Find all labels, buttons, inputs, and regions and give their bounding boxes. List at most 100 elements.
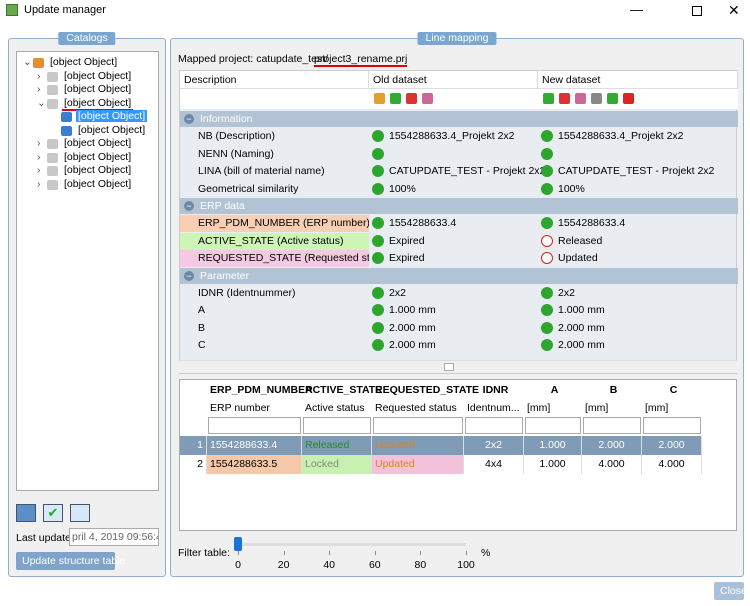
collapse[interactable]: −	[184, 270, 194, 281]
tree-node[interactable]: [object Object]	[64, 137, 132, 149]
status	[541, 321, 553, 334]
table-cell[interactable]: Updated	[372, 436, 464, 455]
table-cell[interactable]: Updated	[372, 455, 464, 474]
table-cell[interactable]: Locked	[302, 455, 372, 474]
expander[interactable]: ⌄	[37, 96, 46, 109]
tick-mark	[283, 551, 285, 555]
new-value: 1554288633.4_Projekt 2x2	[558, 130, 684, 142]
collapse[interactable]: −	[184, 114, 194, 124]
tree-node[interactable]: [object Object]	[62, 96, 134, 111]
app-icon	[6, 4, 18, 16]
old-value: 100%	[389, 182, 416, 195]
tool-icon[interactable]	[390, 93, 401, 104]
filter-input[interactable]	[643, 417, 701, 434]
status	[541, 286, 553, 299]
expander[interactable]: ›	[37, 150, 41, 163]
tool-icon[interactable]	[406, 93, 417, 104]
table-cell[interactable]: 1.000	[524, 436, 582, 455]
tick-mark	[374, 551, 376, 555]
table-cell[interactable]: 2x2	[464, 436, 524, 455]
table-cell[interactable]: 4.000	[642, 455, 702, 474]
window-title: Update manager	[24, 4, 106, 16]
scrollbar[interactable]	[179, 360, 737, 373]
filter-input[interactable]	[583, 417, 641, 434]
expander[interactable]: ⌄	[23, 56, 32, 68]
header: A	[550, 384, 559, 396]
tool-icon[interactable]	[591, 93, 602, 104]
expander[interactable]: ›	[37, 177, 41, 190]
filter-input[interactable]	[303, 417, 371, 434]
description: ERP_PDM_NUMBER (ERP number)	[180, 215, 369, 232]
tree-node[interactable]: [object Object]	[78, 123, 146, 136]
update-button[interactable]: Update structure table	[16, 552, 125, 570]
date-input[interactable]: pril 4, 2019 09:56:40	[69, 528, 159, 546]
row-number[interactable]: 1	[180, 436, 207, 455]
tool-icon[interactable]	[422, 93, 433, 104]
status	[372, 165, 384, 177]
unit: [mm]	[645, 402, 669, 414]
new-value: 2.000 mm	[558, 339, 605, 351]
tool-icon[interactable]	[543, 93, 554, 104]
table-cell[interactable]: 1554288633.5	[207, 455, 302, 474]
tool-icon[interactable]	[575, 93, 586, 104]
tool-icon[interactable]	[607, 93, 618, 104]
description: NENN (Naming)	[198, 147, 274, 160]
tick-label: 80	[414, 559, 427, 571]
table-cell[interactable]: 4.000	[582, 455, 642, 474]
minimize[interactable]: —	[630, 2, 643, 17]
tool-button[interactable]	[16, 504, 36, 522]
tool-button[interactable]	[70, 504, 90, 522]
tool-button[interactable]: ✔	[43, 504, 63, 522]
filter-input[interactable]	[465, 417, 523, 434]
tree-node[interactable]: [object Object]	[64, 83, 132, 95]
old-value: CATUPDATE_TEST - Projekt 2x2	[389, 165, 546, 177]
tree-node[interactable]: [object Object]	[64, 150, 132, 163]
group-row	[180, 267, 738, 284]
expander[interactable]: ›	[37, 69, 41, 82]
table-cell[interactable]: 1.000	[524, 455, 582, 474]
label: Last update	[16, 532, 71, 544]
old-value: 2.000 mm	[389, 321, 436, 334]
filter-input[interactable]	[525, 417, 581, 434]
tool-icon[interactable]	[623, 93, 634, 104]
slider-track	[238, 543, 466, 546]
tree-node[interactable]: [object Object]	[64, 164, 132, 176]
close-x[interactable]: ✕	[728, 2, 740, 18]
node-icon	[47, 98, 58, 109]
table-cell[interactable]: Released	[302, 436, 372, 455]
maximize[interactable]	[692, 6, 702, 16]
expander[interactable]: ›	[37, 137, 41, 149]
row-number[interactable]: 2	[180, 455, 207, 474]
column-header: Description	[180, 71, 369, 89]
expander[interactable]: ›	[37, 83, 41, 95]
tool-icon[interactable]	[374, 93, 385, 104]
collapse[interactable]: −	[184, 201, 194, 211]
expander[interactable]: ›	[37, 164, 41, 176]
tree-node[interactable]: [object Object]	[64, 177, 132, 190]
tick-mark	[238, 551, 239, 555]
status	[372, 182, 384, 195]
mapping-table: Description Old dataset New dataset − Inform…	[179, 70, 738, 374]
table-cell[interactable]: 1554288633.4	[207, 436, 302, 455]
close-button[interactable]: Close	[714, 582, 747, 600]
tick-label: 40	[323, 559, 336, 571]
new-value: Released	[558, 234, 603, 247]
tree-node[interactable]: [object Object]	[76, 110, 148, 122]
table-cell[interactable]: 4x4	[464, 455, 524, 474]
filter-input[interactable]	[373, 417, 463, 434]
table-cell[interactable]: 2.000	[642, 436, 702, 455]
tick-mark	[466, 551, 467, 555]
header: REQUESTED_STATE	[375, 384, 480, 396]
tool-icon[interactable]	[559, 93, 570, 104]
slider-thumb[interactable]	[234, 537, 242, 551]
tick-mark	[329, 551, 331, 555]
column-header: New dataset	[538, 71, 738, 89]
description: B	[198, 321, 206, 334]
tick-label: 60	[368, 559, 381, 571]
table-cell[interactable]: 2.000	[582, 436, 642, 455]
filter-input[interactable]	[208, 417, 301, 434]
old-value: 1554288633.4_Projekt 2x2	[389, 130, 515, 142]
tree-node[interactable]: [object Object]	[64, 69, 132, 82]
tree-node[interactable]: [object Object]	[50, 56, 118, 68]
